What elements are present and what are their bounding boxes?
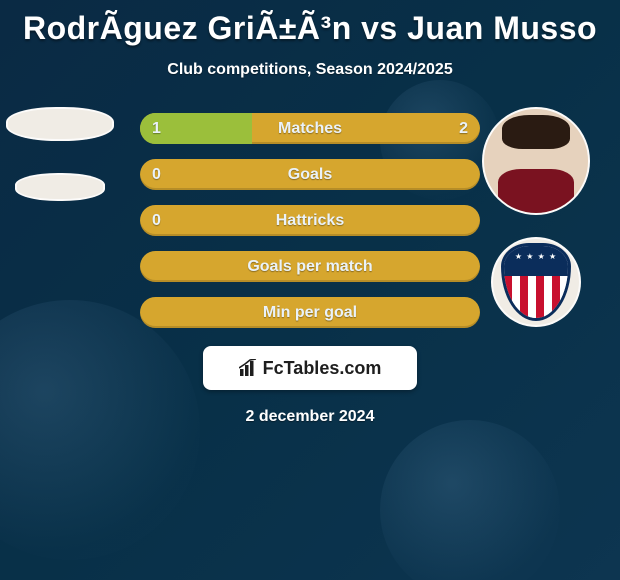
atletico-madrid-crest-icon: ★ ★ ★ ★ xyxy=(501,243,571,321)
stat-bar: Goals per match xyxy=(140,251,480,282)
stat-bar-right-value: 2 xyxy=(447,113,480,144)
right-club-badge: ★ ★ ★ ★ xyxy=(491,237,581,327)
stat-bar: Min per goal xyxy=(140,297,480,328)
comparison-content: ★ ★ ★ ★ Matches12Goals0Hattricks0Goals p… xyxy=(0,113,620,426)
stat-bar: Goals0 xyxy=(140,159,480,190)
left-player-column xyxy=(6,107,114,201)
stat-bar-label: Goals xyxy=(140,159,480,190)
right-player-avatar xyxy=(482,107,590,215)
comparison-date: 2 december 2024 xyxy=(0,408,620,426)
stat-bar-label: Min per goal xyxy=(140,297,480,328)
stat-bar-left-value: 0 xyxy=(140,205,173,236)
logo-text: FcTables.com xyxy=(263,358,382,379)
stat-bar-label: Goals per match xyxy=(140,251,480,282)
stat-bar-label: Hattricks xyxy=(140,205,480,236)
stat-bar-label: Matches xyxy=(140,113,480,144)
barchart-icon xyxy=(239,359,259,377)
player-face-icon xyxy=(484,109,588,213)
stat-bars: Matches12Goals0Hattricks0Goals per match… xyxy=(140,113,480,328)
left-player-avatar xyxy=(6,107,114,141)
stat-bar-left-value: 0 xyxy=(140,159,173,190)
stat-bar-left-value: 1 xyxy=(140,113,173,144)
stat-bar: Hattricks0 xyxy=(140,205,480,236)
stat-bar: Matches1 2 xyxy=(140,113,480,144)
right-player-column: ★ ★ ★ ★ xyxy=(482,107,590,327)
page-title: RodrÃ­guez GriÃ±Ã³n vs Juan Musso xyxy=(0,0,620,47)
fctables-logo: FcTables.com xyxy=(203,346,417,390)
left-club-badge xyxy=(15,173,105,201)
page-subtitle: Club competitions, Season 2024/2025 xyxy=(0,61,620,79)
